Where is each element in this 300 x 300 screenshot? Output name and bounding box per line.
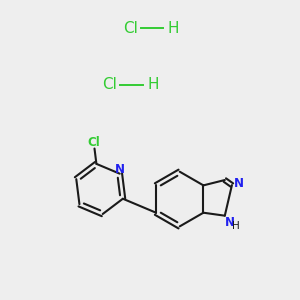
Text: N: N: [115, 163, 125, 176]
Text: H: H: [147, 77, 158, 92]
Text: Cl: Cl: [87, 136, 100, 148]
Text: Cl: Cl: [123, 21, 138, 36]
Text: N: N: [225, 216, 235, 229]
Text: N: N: [233, 177, 244, 190]
Text: Cl: Cl: [102, 77, 117, 92]
Text: H: H: [232, 221, 240, 231]
Text: H: H: [168, 21, 179, 36]
